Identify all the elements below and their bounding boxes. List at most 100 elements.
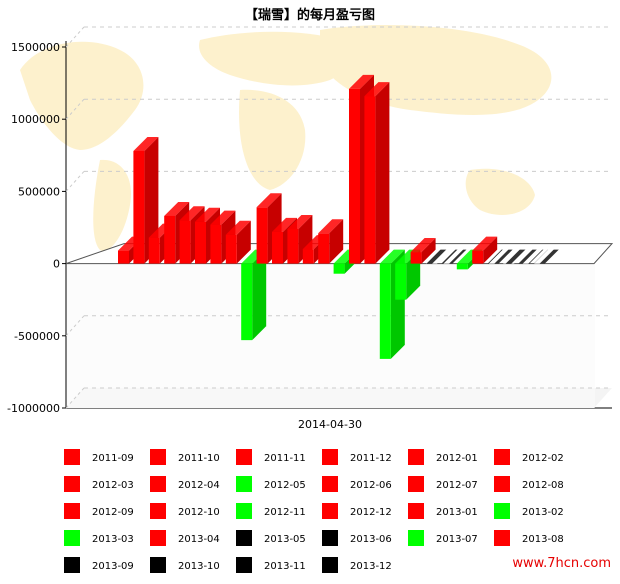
legend-label: 2011-09 [92, 453, 134, 464]
legend-item: 2011-09 [64, 449, 134, 465]
legend-swatch [322, 557, 338, 573]
legend-item: 2011-10 [150, 449, 220, 465]
y-tick-label: 1500000 [11, 41, 60, 54]
bar-2012-04 [225, 220, 251, 264]
legend-label: 2012-04 [178, 480, 220, 491]
x-category-label: 2014-04-30 [298, 418, 362, 431]
bar-top [533, 249, 559, 264]
legend-item: 2012-02 [494, 449, 564, 465]
bar-top [364, 82, 390, 97]
bar-side [329, 219, 344, 264]
legend-swatch [150, 503, 166, 519]
bar-front [133, 150, 145, 264]
legend-label: 2012-05 [264, 480, 306, 491]
bar-front [349, 88, 360, 264]
legend-item: 2012-05 [236, 476, 306, 492]
legend-label: 2012-10 [178, 507, 220, 518]
legend-swatch [494, 530, 510, 546]
bar-top [518, 249, 544, 264]
bar-front [287, 228, 299, 264]
y-axis-ticks: 1500000 1000000 500000 0 -500000 -1000000 [7, 41, 66, 415]
bar-top [472, 236, 498, 251]
watermark-text: www.7hcn.com [512, 556, 611, 571]
legend-label: 2013-03 [92, 534, 134, 545]
gridline-depth [65, 387, 85, 409]
legend-item: 2013-03 [64, 530, 134, 546]
legend-label: 2012-07 [436, 480, 478, 491]
bar-2013-05 [426, 249, 451, 264]
legend-label: 2011-10 [178, 453, 220, 464]
legend-item: 2012-08 [494, 476, 564, 492]
legend-label: 2013-02 [522, 507, 564, 518]
bar-top [349, 74, 374, 89]
legend-label: 2012-03 [92, 480, 134, 491]
legend-item: 2012-10 [150, 503, 220, 519]
bar-front [364, 96, 376, 264]
bar-front [118, 250, 129, 264]
bar-top [318, 219, 344, 234]
legend-item: 2013-12 [322, 557, 392, 573]
bar-2013-12 [533, 249, 559, 264]
bar-2013-04 [410, 238, 436, 264]
bar-side [483, 236, 498, 264]
legend-swatch [408, 530, 424, 546]
legend-swatch [64, 449, 80, 465]
bar-front [210, 224, 222, 264]
bar-side [375, 82, 390, 264]
bar-front [318, 233, 330, 264]
gridline-depth [65, 98, 85, 120]
bar-front [164, 215, 176, 264]
legend-swatch [322, 503, 338, 519]
legend-swatch [64, 503, 80, 519]
legend-item: 2013-02 [494, 503, 564, 519]
legend-label: 2011-12 [350, 453, 392, 464]
bar-front [241, 263, 253, 341]
bar-top [225, 220, 251, 235]
legend-label: 2012-11 [264, 507, 306, 518]
bar-front [179, 220, 191, 264]
legend-swatch [150, 449, 166, 465]
legend-swatch [236, 449, 252, 465]
bar-2013-09 [487, 249, 513, 264]
legend-item: 2013-04 [150, 530, 220, 546]
legend-swatch [322, 476, 338, 492]
bar-top [210, 210, 236, 225]
bar-top [179, 206, 205, 221]
legend-label: 2013-11 [264, 561, 306, 572]
legend-label: 2012-01 [436, 453, 478, 464]
bar-top [256, 193, 282, 208]
bar-2012-10 [318, 219, 344, 264]
bar-top [379, 249, 405, 264]
legend-item: 2013-06 [322, 530, 392, 546]
legend-label: 2012-06 [350, 480, 392, 491]
gridline-depth [65, 171, 85, 192]
gridline-depth [65, 26, 85, 48]
legend-swatch [236, 476, 252, 492]
bar-front [333, 263, 345, 274]
legend-item: 2013-11 [236, 557, 306, 573]
legend-swatch [494, 449, 510, 465]
legend-label: 2012-12 [350, 507, 392, 518]
bar-2013-06 [441, 249, 467, 264]
lower-shade [67, 264, 595, 408]
bar-top [441, 249, 467, 264]
bar-front [472, 250, 484, 264]
legend-swatch [150, 476, 166, 492]
legend-label: 2013-08 [522, 534, 564, 545]
bar-top [487, 249, 513, 264]
legend-item: 2013-07 [408, 530, 478, 546]
bar-front [148, 237, 160, 264]
bar-front [395, 263, 407, 300]
bar-side [236, 220, 251, 264]
legend-item: 2012-04 [150, 476, 220, 492]
legend-item: 2013-01 [408, 503, 478, 519]
bar-front [195, 221, 206, 264]
legend-label: 2013-12 [350, 561, 392, 572]
legend-swatch [408, 476, 424, 492]
legend-label: 2013-09 [92, 561, 134, 572]
bar-front [225, 234, 237, 264]
legend-swatch [150, 557, 166, 573]
bar-2013-01 [364, 82, 390, 264]
